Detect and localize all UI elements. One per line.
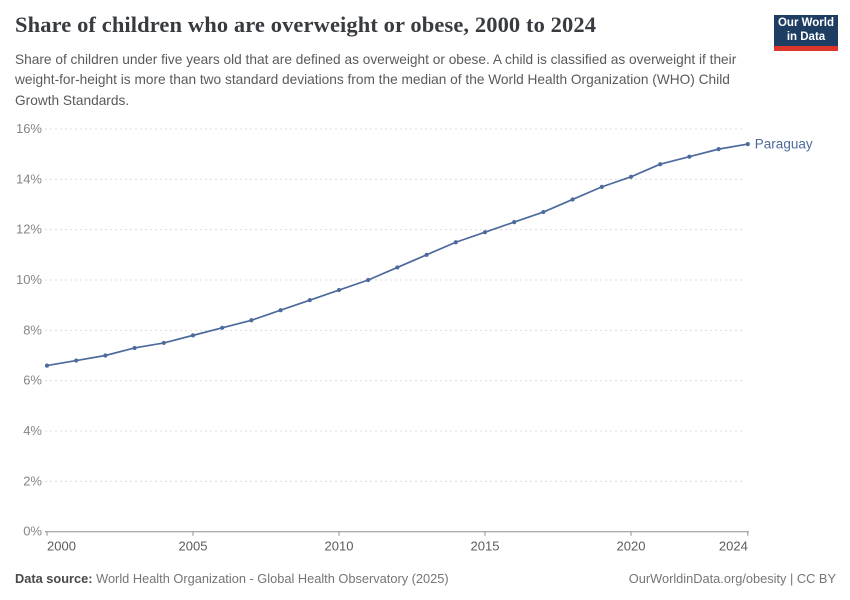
page-title: Share of children who are overweight or …	[15, 12, 597, 37]
data-point	[249, 318, 254, 323]
data-source-note: Data source: World Health Organization -…	[15, 571, 449, 586]
data-point	[541, 209, 546, 215]
data-point	[599, 184, 604, 189]
x-tick-label: 2005	[179, 539, 208, 554]
data-point	[161, 340, 166, 346]
data-point	[570, 197, 575, 202]
data-point	[453, 240, 458, 245]
y-tick-label: 6%	[23, 373, 42, 388]
y-tick-label: 4%	[23, 423, 42, 438]
y-tick-label: 14%	[16, 171, 42, 186]
data-line-paraguay	[46, 143, 749, 367]
data-source-text: World Health Organization - Global Healt…	[96, 571, 449, 586]
owid-logo-line1: Our World	[777, 16, 834, 29]
data-point	[307, 298, 312, 303]
x-tick-label: 2000	[47, 539, 76, 554]
data-point	[132, 345, 137, 351]
data-point	[424, 252, 429, 257]
data-point	[44, 363, 50, 368]
data-point	[482, 230, 488, 235]
x-tick-label: 2010	[325, 539, 354, 554]
y-tick-label: 16%	[16, 121, 42, 136]
data-point	[658, 162, 663, 167]
y-tick-label: 12%	[16, 222, 42, 237]
y-tick-label: 10%	[16, 272, 42, 287]
data-point	[278, 308, 283, 313]
y-tick-label: 8%	[23, 322, 42, 337]
data-point	[628, 174, 634, 179]
data-point	[366, 277, 371, 283]
x-tick-label: 2024	[719, 539, 748, 554]
data-point	[220, 325, 225, 330]
data-point	[103, 353, 108, 358]
y-tick-label: 0%	[23, 524, 42, 539]
attribution-license: OurWorldinData.org/obesity | CC BY	[628, 571, 836, 586]
y-tick-label: 2%	[23, 473, 42, 488]
owid-logo-line2: in Data	[786, 30, 826, 43]
data-point	[512, 220, 517, 225]
data-point	[395, 265, 400, 270]
data-point	[745, 141, 750, 147]
data-source-label: Data source:	[15, 571, 93, 586]
data-point	[687, 154, 692, 159]
owid-logo: Our World in Data	[774, 15, 838, 51]
chart-subtitle: Share of children under five years old t…	[15, 52, 737, 108]
data-point	[190, 333, 196, 338]
data-point	[716, 147, 721, 152]
x-tick-label: 2020	[617, 539, 646, 554]
data-point	[336, 287, 342, 293]
x-tick-label: 2015	[471, 539, 500, 554]
data-point	[74, 358, 79, 363]
series-label: Paraguay	[755, 137, 813, 152]
